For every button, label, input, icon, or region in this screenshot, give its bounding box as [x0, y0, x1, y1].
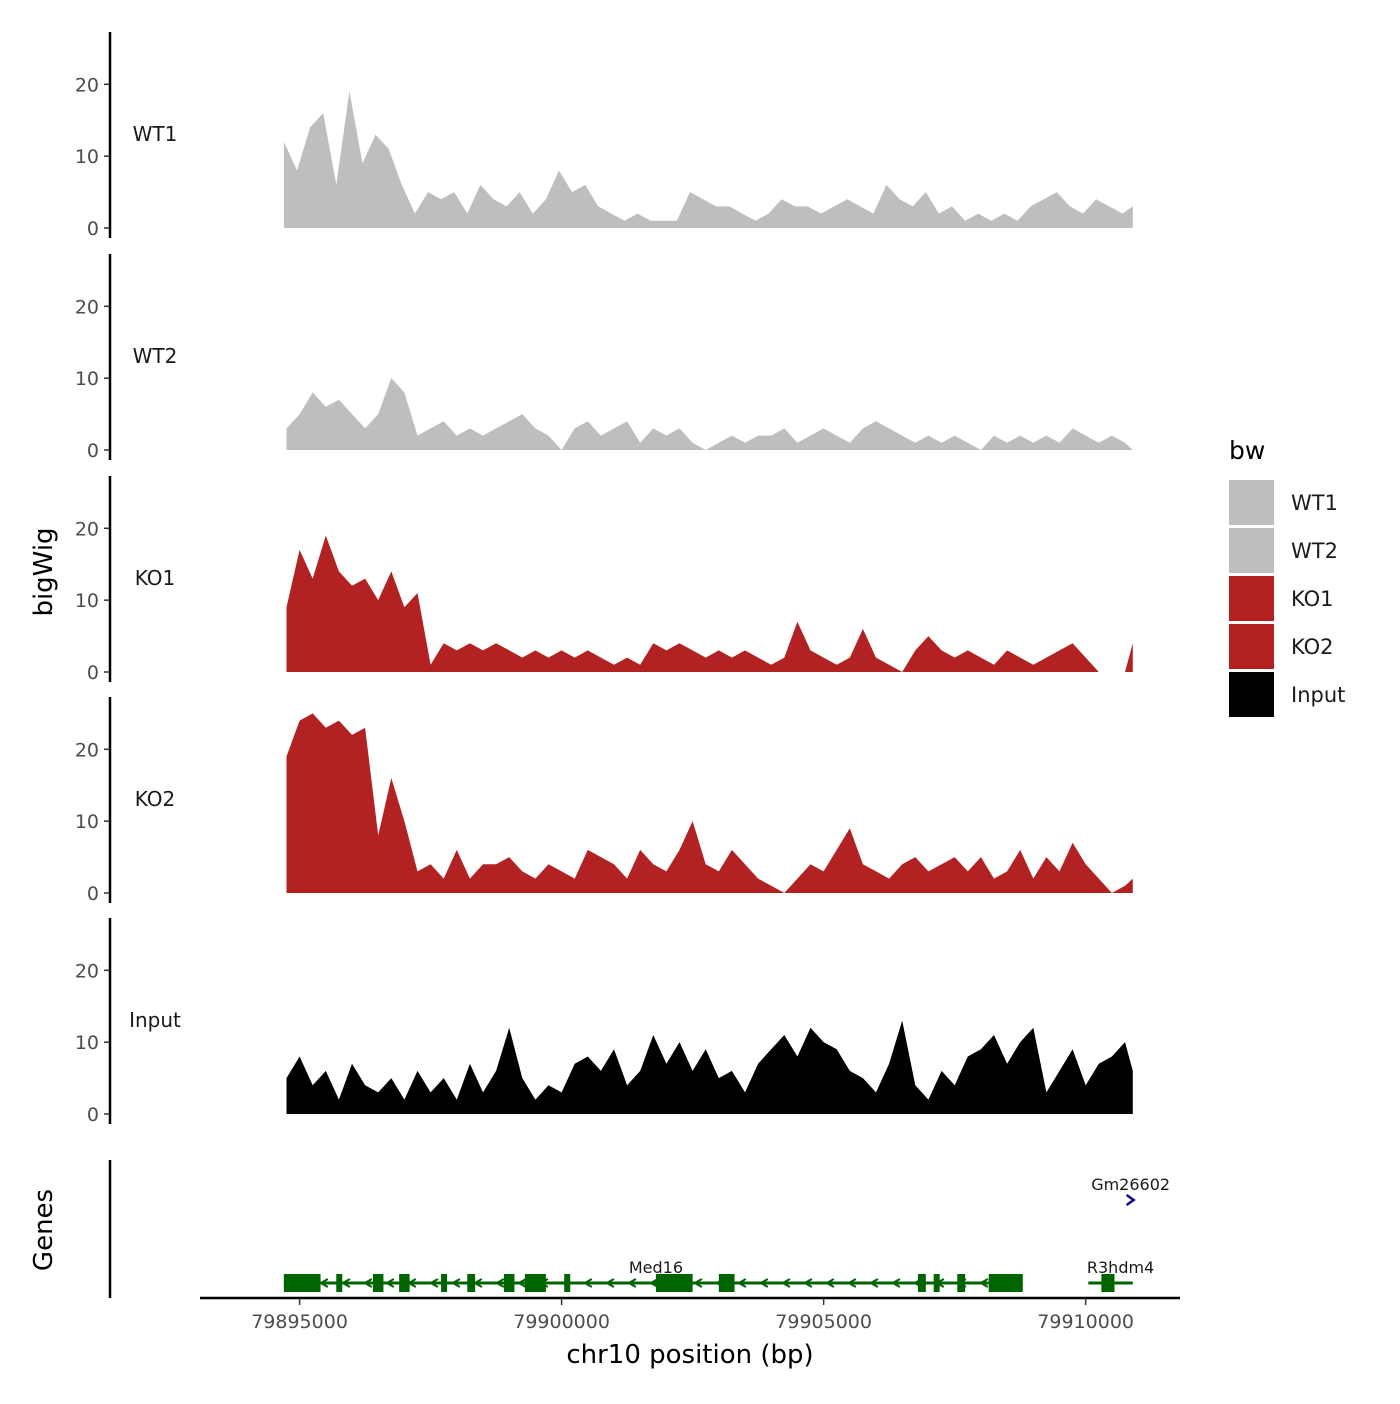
y-tick-label: 10	[75, 146, 99, 168]
y-tick-label: 10	[75, 811, 99, 833]
y-tick-label: 10	[75, 590, 99, 612]
gene-strand-arrow	[890, 1278, 901, 1288]
gene-strand-arrow	[846, 1278, 857, 1288]
track-label-ko1: KO1	[135, 566, 176, 590]
gene-r3hdm4: R3hdm4	[1087, 1258, 1154, 1292]
gene-exon	[441, 1274, 448, 1292]
track-panel-ko2: 0 10 20 KO2	[75, 697, 1133, 905]
y-axis-title: bigWig	[29, 527, 59, 616]
gene-strand-arrow	[868, 1278, 879, 1288]
gene-exon	[718, 1274, 735, 1292]
gene-strand-arrow	[758, 1278, 769, 1288]
y-tick-label: 20	[75, 296, 99, 318]
gene-exon	[503, 1274, 515, 1292]
gene-exon	[372, 1274, 384, 1292]
legend-label-ko1: KO1	[1291, 587, 1334, 611]
series-area-wt2	[286, 378, 1133, 450]
y-tick-label: 10	[75, 1032, 99, 1054]
genes-axis-title: Genes	[29, 1189, 59, 1271]
gene-strand-arrow	[978, 1278, 989, 1288]
series-area-wt1	[283, 91, 1133, 228]
gene-med16: Med16	[283, 1258, 1023, 1292]
y-tick-label: 0	[87, 218, 99, 240]
gene-exon	[957, 1274, 966, 1292]
x-axis-title: chr10 position (bp)	[566, 1340, 813, 1370]
gene-label: R3hdm4	[1087, 1258, 1154, 1277]
legend-swatch-ko1	[1229, 576, 1274, 621]
y-tick-label: 20	[75, 739, 99, 761]
series-area-input	[286, 1020, 1133, 1114]
gene-exon	[524, 1274, 546, 1292]
track-label-wt1: WT1	[133, 122, 178, 146]
legend-title: bw	[1229, 436, 1265, 465]
track-panel-ko1: 0 10 20 KO1	[75, 476, 1133, 684]
gene-label: Gm26602	[1091, 1175, 1170, 1194]
gene-strand-arrow	[450, 1278, 461, 1288]
legend-label-input: Input	[1291, 683, 1345, 707]
track-label-ko2: KO2	[135, 787, 176, 811]
series-area-ko1	[286, 535, 1133, 672]
series-area-ko2	[286, 713, 1133, 893]
gene-strand-arrow	[626, 1278, 637, 1288]
gene-exon	[467, 1274, 476, 1292]
track-label-input: Input	[129, 1008, 181, 1032]
gene-strand-arrow	[780, 1278, 791, 1288]
y-tick-label: 0	[87, 440, 99, 462]
y-tick-label: 20	[75, 74, 99, 96]
legend-label-wt2: WT2	[1291, 539, 1338, 563]
legend-label-wt1: WT1	[1291, 491, 1338, 515]
y-tick-label: 20	[75, 518, 99, 540]
y-tick-label: 20	[75, 960, 99, 982]
gene-strand-arrow	[802, 1278, 813, 1288]
gene-gm26602: Gm26602	[1091, 1175, 1170, 1207]
legend-label-ko2: KO2	[1291, 635, 1334, 659]
gene-strand-arrow	[318, 1278, 329, 1288]
track-panels: 0 10 20 WT1 0 10 20 WT2 0 10 20 KO1 0 10 20 KO2 0 10 20 Inp…	[75, 32, 1133, 1126]
gene-strand-arrow	[1125, 1193, 1136, 1207]
x-tick-label: 79905000	[775, 1311, 872, 1333]
track-panel-wt2: 0 10 20 WT2	[75, 254, 1133, 462]
gene-exon	[933, 1274, 940, 1292]
legend-swatch-wt1	[1229, 480, 1274, 525]
y-tick-label: 0	[87, 883, 99, 905]
track-panel-wt1: 0 10 20 WT1	[75, 32, 1133, 240]
x-tick-label: 79900000	[513, 1311, 610, 1333]
gene-exon	[283, 1274, 321, 1292]
gene-strand-arrow	[428, 1278, 439, 1288]
y-tick-label: 10	[75, 368, 99, 390]
gene-exon	[655, 1274, 693, 1292]
x-tick-label: 79910000	[1037, 1311, 1134, 1333]
gene-strand-arrow	[582, 1278, 593, 1288]
gene-panel: Med16 R3hdm4 Gm26602	[108, 1160, 1170, 1298]
track-panel-input: 0 10 20 Input	[75, 918, 1133, 1126]
y-tick-label: 0	[87, 662, 99, 684]
gene-strand-arrow	[824, 1278, 835, 1288]
gene-exon	[336, 1274, 343, 1292]
gene-strand-arrow	[648, 1278, 659, 1288]
y-tick-label: 0	[87, 1104, 99, 1126]
gene-strand-arrow	[692, 1278, 703, 1288]
x-tick-label: 79895000	[251, 1311, 348, 1333]
gene-strand-arrow	[340, 1278, 351, 1288]
gene-label: Med16	[629, 1258, 683, 1277]
gene-exon	[988, 1274, 1023, 1292]
gene-strand-arrow	[384, 1278, 395, 1288]
gene-strand-arrow	[604, 1278, 615, 1288]
gene-exon	[917, 1274, 926, 1292]
gene-strand-arrow	[516, 1278, 527, 1288]
x-axis: 79895000 79900000 79905000 79910000	[200, 1296, 1180, 1333]
legend-swatch-ko2	[1229, 624, 1274, 669]
gene-exon	[399, 1274, 410, 1292]
legend: bw WT1 WT2 KO1 KO2 Input	[1229, 436, 1345, 717]
track-label-wt2: WT2	[133, 344, 178, 368]
gene-strand-arrow	[362, 1278, 373, 1288]
legend-swatch-input	[1229, 672, 1274, 717]
legend-swatch-wt2	[1229, 528, 1274, 573]
gene-strand-arrow	[736, 1278, 747, 1288]
gene-exon	[1101, 1274, 1115, 1292]
gene-strand-arrow	[494, 1278, 505, 1288]
gene-exon	[564, 1274, 571, 1292]
